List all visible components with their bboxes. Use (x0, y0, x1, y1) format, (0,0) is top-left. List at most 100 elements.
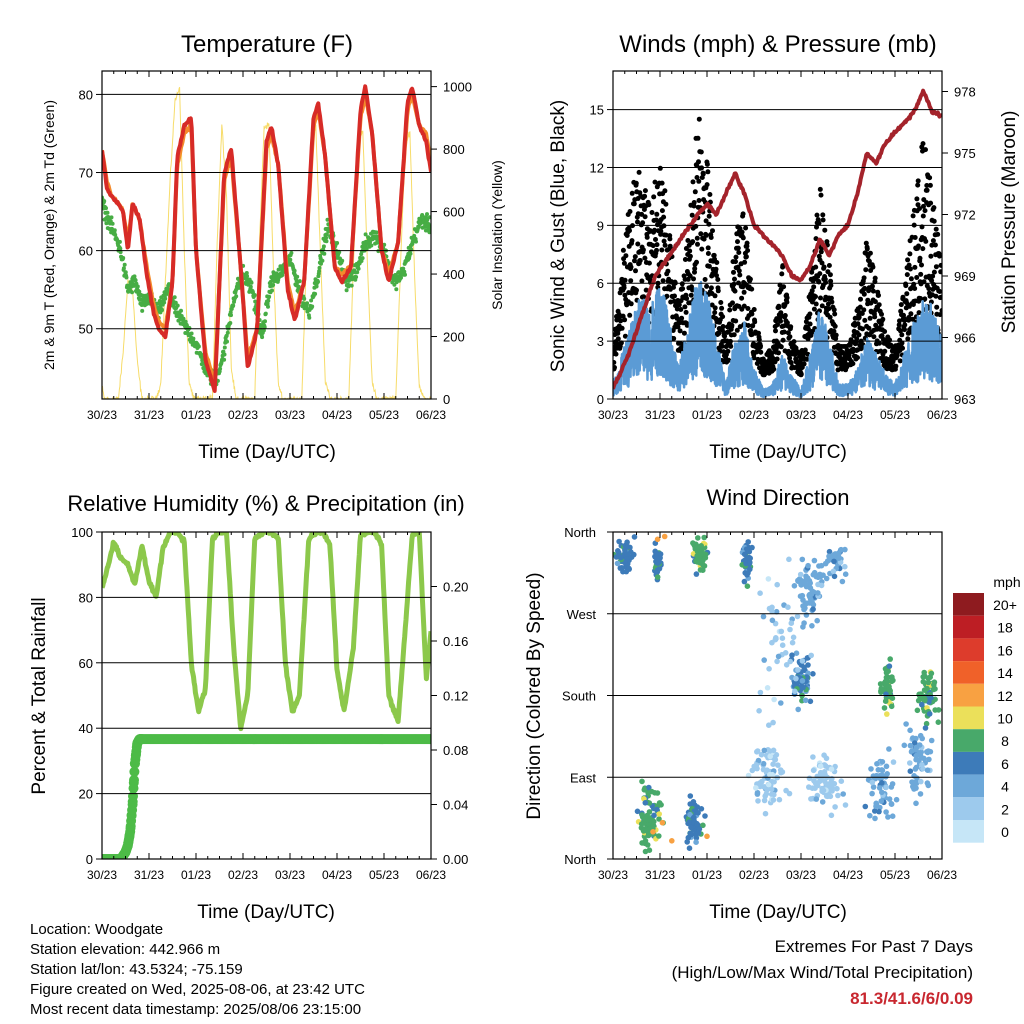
gust-point (931, 269, 937, 275)
gust-point (694, 163, 700, 169)
gust-point (682, 304, 688, 310)
gust-point (632, 258, 637, 264)
dewpoint-point (253, 299, 258, 304)
legend-label: 10 (997, 711, 1013, 727)
gust-point (653, 237, 658, 242)
gust-point (694, 235, 700, 241)
direction-point (803, 612, 810, 618)
dewpoint-point (363, 232, 368, 237)
x-tick-label: 06/23 (927, 408, 957, 422)
legend-label: 2 (1001, 801, 1009, 817)
legend-label: 4 (1001, 779, 1009, 795)
gust-point (640, 247, 646, 253)
direction-point (882, 698, 889, 704)
dewpoint-point (374, 230, 379, 235)
gust-point (798, 371, 804, 377)
gust-point (631, 201, 637, 207)
gust-point (635, 241, 641, 247)
gust-point (731, 269, 736, 275)
gust-point (745, 248, 751, 253)
dewpoint-point (110, 221, 115, 226)
gust-point (730, 300, 735, 306)
direction-point (913, 764, 920, 771)
direction-point (659, 819, 666, 826)
humidity-series (102, 532, 431, 859)
gust-point (633, 180, 639, 186)
y-tick-label: 0 (86, 852, 93, 867)
direction-point (761, 657, 767, 663)
direction-point (656, 833, 662, 839)
direction-point (789, 639, 796, 646)
dewpoint-point (313, 291, 318, 296)
legend-label: 0 (1001, 824, 1009, 840)
x-tick-label: 01/23 (692, 868, 722, 882)
gust-point (870, 288, 876, 294)
gust-point (788, 324, 794, 330)
legend-swatch (953, 706, 984, 730)
direction-point (811, 570, 818, 577)
direction-point (626, 565, 632, 572)
y2-tick-label: 0.16 (443, 634, 468, 649)
legend-swatch (953, 820, 984, 843)
y-tick-label: 6 (597, 276, 604, 291)
direction-point (797, 571, 804, 578)
direction-point (698, 806, 705, 812)
gust-point (650, 243, 656, 249)
direction-point (639, 778, 645, 785)
x-tick-label: 04/23 (833, 868, 863, 882)
gust-point (928, 200, 934, 206)
legend-swatch (953, 593, 984, 616)
gust-point (899, 332, 905, 338)
direction-point (654, 555, 661, 562)
gust-point (787, 355, 793, 361)
direction-point (744, 583, 751, 589)
gust-point (742, 259, 748, 265)
direction-point (876, 785, 883, 791)
dewpoint-point (324, 239, 329, 244)
dewpoint-point (179, 308, 183, 313)
y2-tick-label: 0.00 (443, 852, 468, 867)
gust-point (934, 304, 940, 310)
gust-point (829, 299, 835, 305)
x-tick-label: 31/23 (645, 868, 675, 882)
dewpoint-point (189, 331, 194, 336)
direction-point (862, 803, 869, 810)
x-tick-label: 31/23 (134, 868, 164, 882)
dewpoint-point (302, 296, 307, 301)
direction-point (924, 685, 930, 692)
gust-point (712, 310, 718, 315)
gust-point (882, 329, 888, 334)
direction-point (879, 767, 886, 774)
direction-point (756, 708, 762, 714)
timestamp-text: Most recent data timestamp: 2025/08/06 2… (30, 1001, 362, 1018)
winds-ylabel: Sonic Wind & Gust (Blue, Black) (548, 100, 569, 372)
direction-point (817, 763, 824, 769)
y2-tick-label: 966 (954, 331, 976, 346)
gust-point (718, 300, 724, 305)
gust-point (696, 159, 701, 165)
dewpoint-point (296, 284, 301, 289)
gust-point (642, 193, 648, 199)
gust-point (773, 328, 778, 334)
dewpoint-point (355, 270, 360, 275)
y-tick-label: 50 (79, 322, 93, 337)
gust-point (694, 259, 699, 265)
gust-point (639, 278, 645, 284)
y2-tick-label: 0.12 (443, 689, 468, 704)
dewpoint-point (132, 274, 137, 279)
dewpoint-point (228, 321, 233, 325)
dewpoint-point (228, 310, 233, 315)
gust-point (706, 263, 712, 269)
direction-point (631, 534, 638, 540)
direction-point (828, 766, 835, 772)
precip-point (129, 766, 140, 777)
x-tick-label: 05/23 (880, 868, 910, 882)
direction-point (883, 763, 890, 770)
gust-point (691, 276, 696, 282)
relative-humidity-line (102, 532, 431, 732)
direction-point (693, 835, 700, 841)
gust-point (915, 178, 921, 184)
direction-point (791, 583, 798, 589)
direction-point (642, 800, 649, 806)
direction-point (700, 822, 706, 829)
